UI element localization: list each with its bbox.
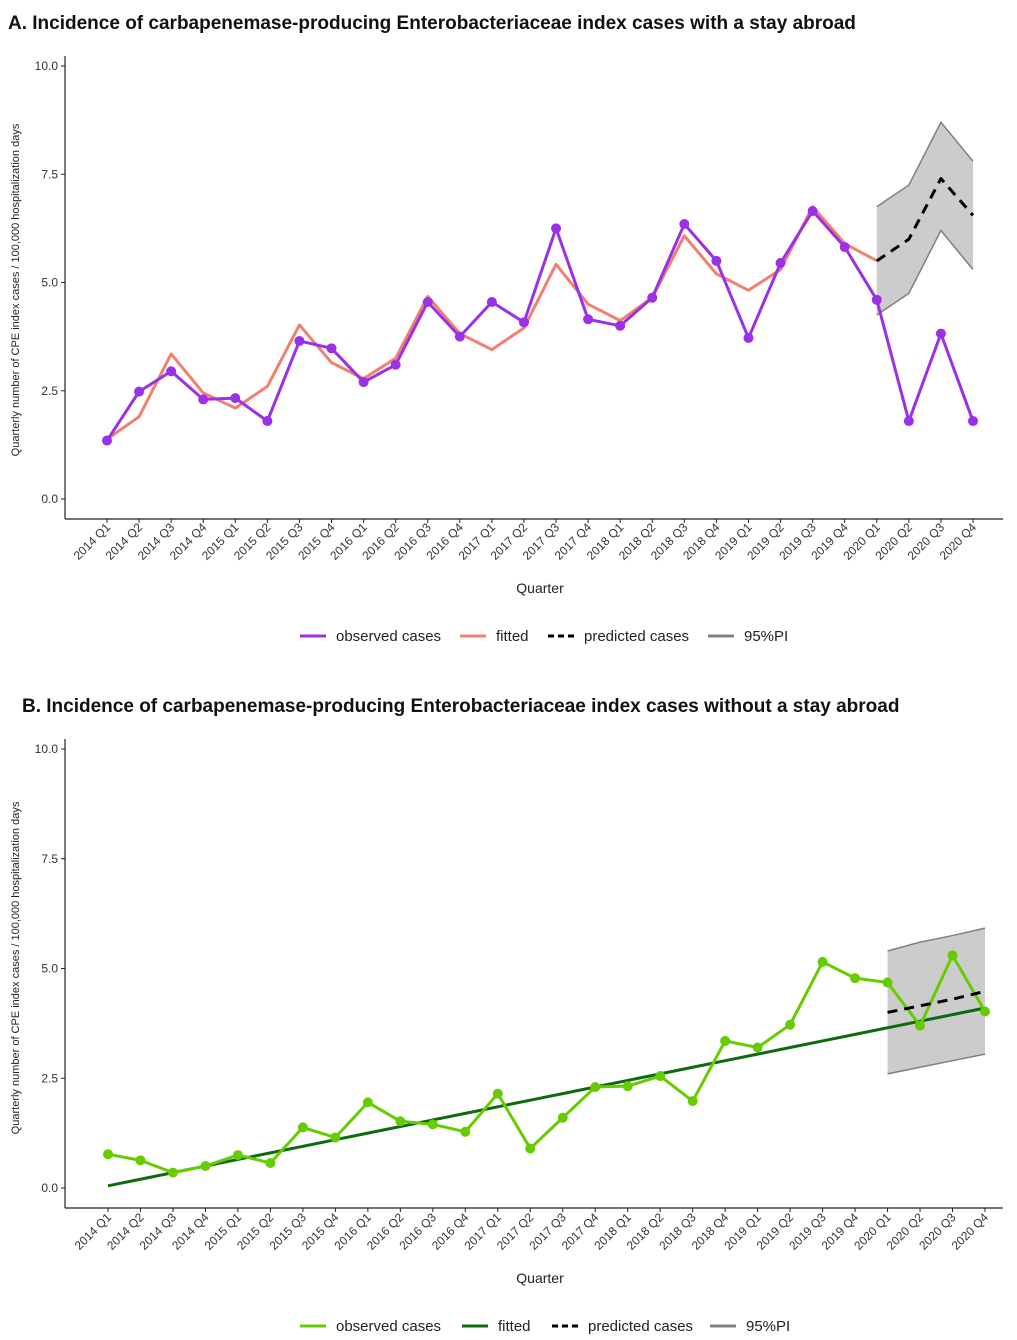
panel-a-series-observed-cases-point (551, 223, 562, 234)
panel-a-series-observed-cases-point (486, 296, 497, 307)
panel-a-series-observed-cases-point (422, 296, 433, 307)
panel-a-series-observed-cases-point (198, 394, 209, 405)
panel-b-series-observed-cases-point (687, 1096, 698, 1107)
panel-b-series-observed-cases-point (167, 1167, 178, 1178)
panel-b-series-observed-cases-point (362, 1097, 373, 1108)
panel-a-series-observed-cases-point (262, 416, 273, 427)
panel-a-series-observed-cases-line (105, 209, 975, 442)
panel-b-series-observed-cases-point (947, 950, 958, 961)
panel-a-x-axis-label: Quarter (516, 580, 564, 596)
panel-b-title: B. Incidence of carbapenemase-producing … (22, 696, 899, 717)
panel-b-series-observed-cases-point (265, 1157, 276, 1168)
panel-b-series-observed-cases-point (752, 1042, 763, 1053)
panel-b-legend-label: fitted (498, 1318, 531, 1335)
panel-b-series-observed-cases-point (882, 977, 893, 988)
panel-b-legend-label: 95%PI (746, 1318, 790, 1335)
panel-a-series-observed-cases-point (871, 294, 882, 305)
panel-a-series-observed-cases-point (647, 292, 658, 303)
panel-a-interval-lower-line (876, 229, 974, 316)
panel-b-series-observed-cases-point (590, 1082, 601, 1093)
panel-b-y-tick-label: 0.0 (41, 1181, 58, 1195)
panel-b-series-observed-cases-point (525, 1143, 536, 1154)
panel-b-y-axis-label: Quarterly number of CPE index cases / 10… (10, 801, 22, 1134)
panel-a-series-observed-cases-point (134, 386, 145, 397)
panel-b-x-tick-label: 2020 Q4 (949, 1210, 992, 1253)
panel-a-legend-label: fitted (496, 628, 529, 645)
panel-a-series-observed-cases-point (775, 258, 786, 269)
panel-b-series-observed-cases-line (107, 953, 987, 1175)
panel-a-series-observed-cases-point (102, 435, 112, 446)
panel-b-series-observed-cases-point (850, 973, 861, 984)
panel-b-series-observed-cases-point (330, 1132, 341, 1143)
panel-a-y-tick-label: 5.0 (41, 276, 58, 290)
panel-a-interval-band (876, 122, 973, 315)
panel-a-series-observed-cases-point (583, 314, 594, 325)
panel-a-legend: observed cases fitted predicted cases 95%PI (300, 628, 788, 645)
panel-b-interval-band (887, 928, 985, 1074)
panel-b-series-fitted-line (107, 1006, 986, 1188)
panel-a-series-observed-cases-point (903, 416, 914, 427)
panel-b-series-observed-cases-point (980, 1006, 990, 1017)
panel-b-legend-label: observed cases (336, 1318, 441, 1335)
panel-b-series-observed-cases-point (785, 1019, 796, 1030)
panel-b-series-observed-cases-point (915, 1020, 926, 1031)
panel-b-x-axis-label: Quarter (516, 1270, 564, 1286)
panel-a-series-observed-cases-point (968, 416, 978, 427)
panel-b-legend: observed cases fitted predicted cases 95%PI (300, 1318, 790, 1335)
panel-b-y-tick-label: 10.0 (35, 742, 59, 756)
panel-a-legend-label: predicted cases (584, 628, 689, 645)
panel-b-series-observed-cases-point (557, 1112, 568, 1123)
panel-a-y-tick-label: 0.0 (41, 492, 58, 506)
panel-b-series-observed-cases-point (135, 1155, 146, 1166)
panel-a-series-observed-cases-point (166, 366, 177, 377)
panel-b-series-observed-cases-point (200, 1161, 211, 1172)
panel-a-y-tick-label: 10.0 (35, 59, 59, 73)
panel-a: A. Incidence of carbapenemase-producing … (8, 13, 1003, 645)
panel-a-series-observed-cases-point (935, 328, 946, 339)
panel-a-series-observed-cases-point (711, 255, 722, 266)
panel-a-y-tick-label: 2.5 (41, 384, 58, 398)
panel-b-y-tick-label: 7.5 (41, 852, 58, 866)
panel-b-interval-upper-line (887, 927, 986, 952)
panel-a-y-tick-label: 7.5 (41, 167, 58, 181)
panel-b-series-observed-cases-point (720, 1035, 731, 1046)
panel-a-legend-label: observed cases (336, 628, 441, 645)
panel-b-series-observed-cases-point (103, 1149, 113, 1160)
panel-b-y-tick-label: 5.0 (41, 962, 58, 976)
panel-a-title: A. Incidence of carbapenemase-producing … (8, 13, 856, 34)
panel-b-series-observed-cases-point (817, 956, 828, 967)
panel-b-series-observed-cases-point (655, 1071, 666, 1082)
panel-b-series-observed-cases-point (395, 1116, 406, 1127)
panel-a-series-predicted-cases-line (875, 177, 975, 263)
panel-a-series-observed-cases-point (615, 320, 626, 331)
panel-b-interval-lower-line (887, 1053, 986, 1075)
panel-b-series-observed-cases-point (427, 1119, 438, 1130)
panel-b-series-observed-cases-point (460, 1126, 471, 1137)
panel-a-series-observed-cases-point (230, 393, 241, 404)
panel-a-series-observed-cases-point (294, 335, 305, 346)
panel-a-series-observed-cases-point (454, 331, 465, 342)
panel-a-series-observed-cases-point (326, 343, 337, 354)
panel-a-series-fitted-line (106, 205, 878, 441)
panel-a-series-observed-cases-point (358, 377, 369, 388)
panel-a-series-observed-cases-point (390, 359, 401, 370)
panel-a-series-observed-cases-point (807, 206, 818, 217)
panel-a-legend-label: 95%PI (744, 628, 788, 645)
panel-b-series-observed-cases-point (232, 1150, 243, 1161)
panel-b-series-observed-cases-point (492, 1088, 503, 1099)
panel-a-interval-upper-line (876, 120, 974, 208)
panel-b-series-observed-cases-point (622, 1081, 633, 1092)
panel-a-series-observed-cases-point (839, 241, 850, 252)
panel-a-y-axis-label: Quarterly number of CPE index cases / 10… (10, 123, 22, 456)
panel-a-series-observed-cases-point (743, 332, 754, 343)
panel-b-series-observed-cases-point (297, 1122, 308, 1133)
panel-b: B. Incidence of carbapenemase-producing … (10, 696, 1003, 1335)
panel-a-series-observed-cases-point (679, 219, 690, 230)
panel-b-y-tick-label: 2.5 (41, 1071, 58, 1085)
panel-b-legend-label: predicted cases (588, 1318, 693, 1335)
panel-a-series-observed-cases-point (518, 317, 529, 328)
